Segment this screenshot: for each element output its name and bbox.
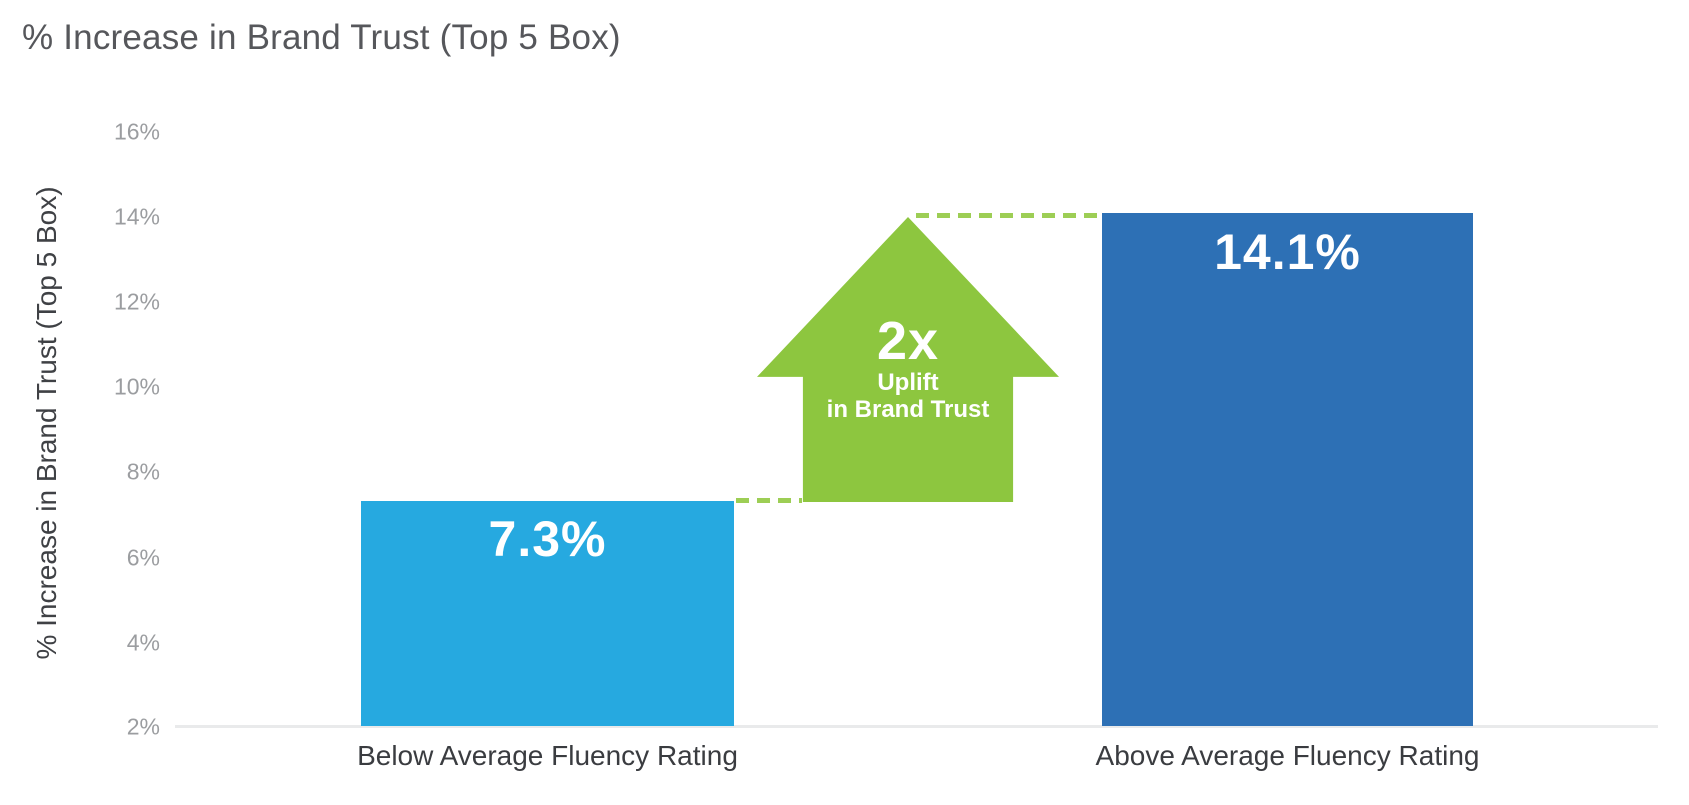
- y-tick-8: 8%: [126, 458, 160, 485]
- y-tick-4: 4%: [126, 629, 160, 656]
- y-tick-2: 2%: [126, 713, 160, 740]
- bar-below-average-value: 7.3%: [488, 511, 607, 567]
- dashed-connector-upper: [916, 213, 1102, 218]
- uplift-label-line2: in Brand Trust: [826, 396, 990, 423]
- bar-below-average: 7.3%: [361, 501, 734, 726]
- y-tick-14: 14%: [113, 203, 160, 230]
- dashed-connector-lower: [736, 498, 802, 503]
- y-tick-6: 6%: [126, 544, 160, 571]
- bar-above-average-value: 14.1%: [1214, 224, 1361, 280]
- x-axis-line: [175, 725, 1658, 728]
- chart-title: % Increase in Brand Trust (Top 5 Box): [22, 18, 621, 57]
- y-tick-10: 10%: [113, 373, 160, 400]
- y-tick-16: 16%: [113, 118, 160, 145]
- bar-above-average: 14.1%: [1102, 213, 1473, 726]
- category-label-below-average: Below Average Fluency Rating: [357, 740, 738, 771]
- y-axis-title: % Increase in Brand Trust (Top 5 Box): [31, 186, 62, 660]
- category-label-above-average: Above Average Fluency Rating: [1095, 740, 1480, 771]
- uplift-multiplier: 2x: [876, 311, 940, 371]
- y-tick-12: 12%: [113, 288, 160, 315]
- uplift-label-line1: Uplift: [877, 369, 939, 396]
- uplift-arrow-icon: 2x Uplift in Brand Trust: [757, 217, 1059, 502]
